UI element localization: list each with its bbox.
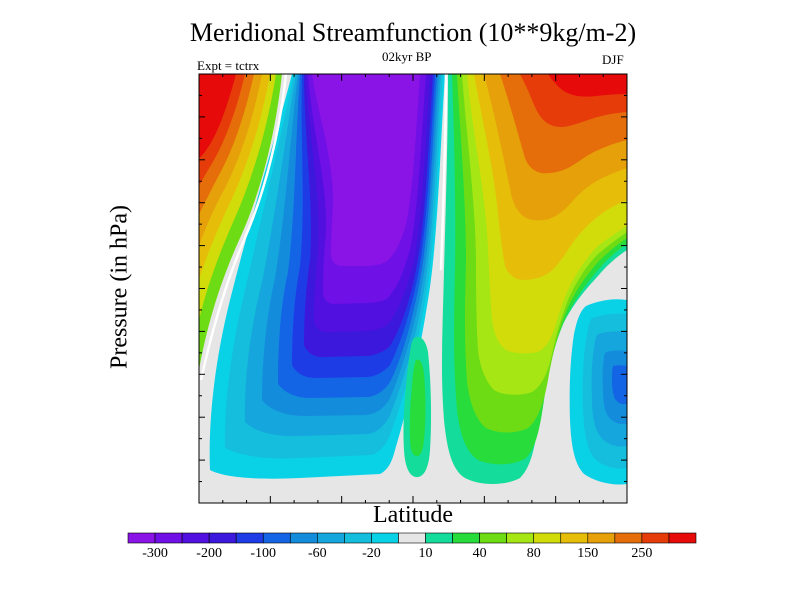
experiment-label: Expt = tctrx: [197, 58, 260, 73]
colorbar-tick-label: -20: [362, 546, 381, 561]
colorbar-swatch: [398, 532, 426, 544]
colorbar-swatch: [614, 532, 643, 544]
period-label: 02kyr BP: [382, 49, 432, 64]
colorbar-tick-label: 10: [418, 546, 433, 561]
colorbar-tick-label: -100: [250, 546, 277, 561]
colorbar-swatch: [587, 532, 616, 544]
colorbar-tick-label: 250: [631, 546, 653, 561]
contour-field: [199, 74, 627, 503]
colorbar-swatch: [317, 532, 345, 544]
x-axis-label: Latitude: [373, 502, 453, 528]
colorbar-swatch: [371, 532, 399, 544]
colorbar-swatch: [641, 532, 670, 544]
isolated-positive-tongue-core: [409, 359, 426, 456]
colorbar-swatch: [154, 532, 183, 544]
colorbar-swatch: [208, 532, 237, 544]
colorbar-swatch: [262, 532, 291, 544]
colorbar-tick-label: 150: [577, 546, 599, 561]
left-contour-band-7: [199, 74, 236, 158]
colorbar-swatch: [235, 532, 264, 544]
colorbar: [127, 532, 697, 544]
chart-title: Meridional Streamfunction (10**9kg/m-2): [189, 18, 637, 47]
colorbar-swatch: [668, 532, 697, 544]
colorbar-swatch: [479, 532, 507, 544]
season-label: DJF: [602, 52, 624, 67]
lower-right-negative-band-5: [612, 365, 627, 405]
zero-contour-left: [199, 74, 288, 381]
colorbar-swatch: [425, 532, 453, 544]
colorbar-swatch: [181, 532, 210, 544]
colorbar-swatch: [560, 532, 589, 544]
colorbar-swatch: [452, 532, 480, 544]
colorbar-swatch: [127, 532, 156, 544]
colorbar-swatch: [506, 532, 535, 544]
zero-contour-right: [439, 74, 448, 271]
negative-band-10: [312, 74, 420, 266]
colorbar-swatch: [289, 532, 318, 544]
colorbar-tick-label: -60: [307, 546, 327, 561]
colorbar-tick-label: -300: [142, 546, 168, 561]
axis-ticks: [199, 74, 627, 503]
right-contour-band-10: [548, 74, 627, 97]
colorbar-tick-label: -200: [196, 546, 222, 561]
colorbar-tick-label: 80: [526, 546, 541, 561]
colorbar-tick-label: 40: [472, 546, 487, 561]
colorbar-swatch: [344, 532, 372, 544]
colorbar-swatch: [533, 532, 562, 544]
